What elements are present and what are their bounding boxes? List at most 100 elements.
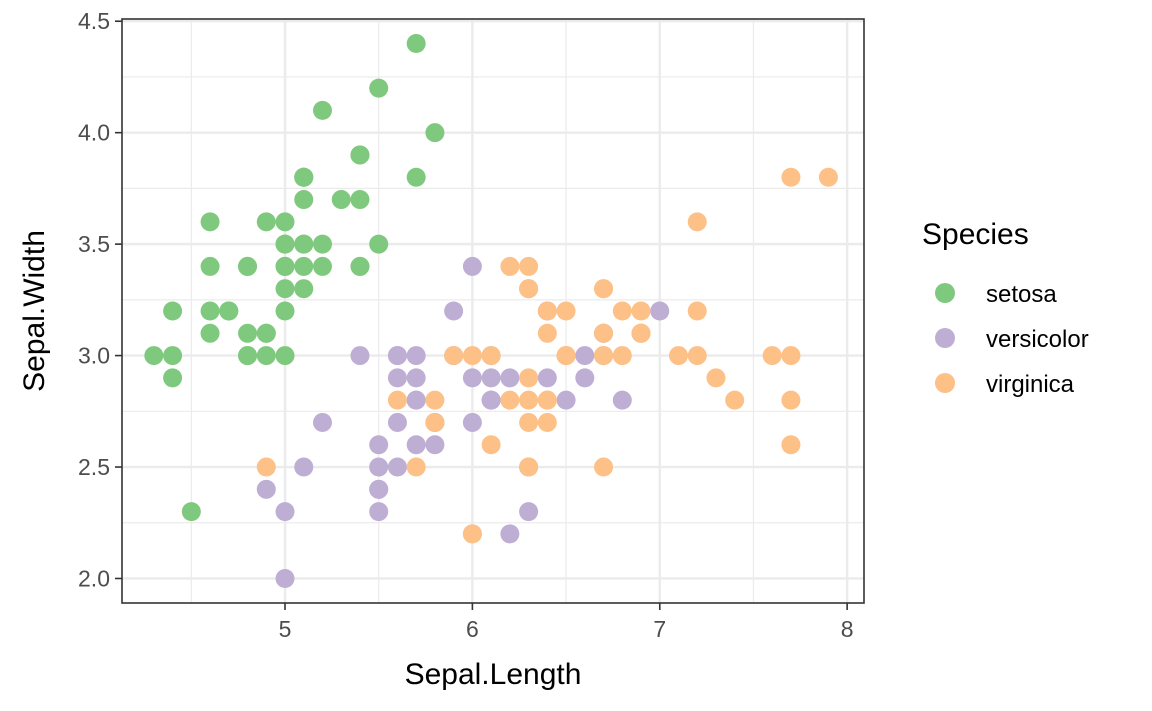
point-virginica — [406, 457, 426, 477]
point-versicolor — [519, 502, 539, 522]
point-versicolor — [650, 301, 670, 321]
point-virginica — [462, 524, 482, 544]
point-virginica — [481, 435, 501, 455]
point-setosa — [406, 167, 426, 187]
point-setosa — [294, 167, 314, 187]
y-axis: 2.0 2.5 3.0 3.5 4.0 4.5 — [78, 8, 122, 591]
point-versicolor — [612, 390, 632, 410]
point-versicolor — [575, 368, 595, 388]
point-setosa — [200, 212, 220, 232]
point-setosa — [275, 256, 295, 276]
point-virginica — [781, 167, 801, 187]
y-axis-title: Sepal.Width — [18, 230, 51, 392]
point-virginica — [387, 390, 407, 410]
legend-label-versicolor: versicolor — [986, 326, 1089, 353]
point-setosa — [238, 256, 258, 276]
point-virginica — [818, 167, 838, 187]
point-virginica — [781, 346, 801, 366]
point-versicolor — [500, 368, 520, 388]
point-versicolor — [462, 256, 482, 276]
point-virginica — [687, 212, 707, 232]
point-versicolor — [406, 435, 426, 455]
point-virginica — [594, 346, 614, 366]
plot-panel — [122, 19, 864, 603]
point-versicolor — [369, 457, 389, 477]
point-setosa — [425, 123, 445, 143]
point-setosa — [238, 346, 258, 366]
point-versicolor — [369, 479, 389, 499]
point-virginica — [687, 346, 707, 366]
point-virginica — [594, 279, 614, 299]
point-setosa — [275, 234, 295, 254]
point-virginica — [444, 346, 464, 366]
point-versicolor — [500, 524, 520, 544]
point-virginica — [519, 368, 539, 388]
point-setosa — [406, 34, 426, 54]
point-setosa — [200, 301, 220, 321]
point-setosa — [350, 145, 370, 165]
point-virginica — [481, 346, 501, 366]
point-versicolor — [294, 457, 314, 477]
y-tick-label: 4.0 — [78, 120, 110, 146]
point-setosa — [275, 346, 295, 366]
point-setosa — [219, 301, 239, 321]
point-virginica — [519, 279, 539, 299]
point-versicolor — [425, 435, 445, 455]
point-versicolor — [406, 346, 426, 366]
point-setosa — [163, 346, 183, 366]
point-setosa — [238, 323, 258, 343]
point-setosa — [275, 279, 295, 299]
y-tick-label: 3.0 — [78, 343, 110, 369]
point-virginica — [594, 323, 614, 343]
point-versicolor — [444, 301, 464, 321]
point-virginica — [462, 346, 482, 366]
point-setosa — [256, 323, 276, 343]
point-versicolor — [537, 368, 557, 388]
x-axis-title: Sepal.Length — [405, 658, 582, 691]
point-virginica — [556, 301, 576, 321]
y-tick-label: 2.5 — [78, 454, 110, 480]
point-virginica — [537, 323, 557, 343]
point-virginica — [612, 301, 632, 321]
point-virginica — [594, 457, 614, 477]
point-setosa — [312, 100, 332, 120]
point-virginica — [762, 346, 782, 366]
minor-gridlines — [122, 19, 864, 603]
point-virginica — [687, 301, 707, 321]
point-versicolor — [369, 435, 389, 455]
point-versicolor — [387, 346, 407, 366]
point-setosa — [312, 234, 332, 254]
point-setosa — [256, 346, 276, 366]
plot-panel-border — [121, 18, 865, 604]
point-virginica — [537, 390, 557, 410]
point-virginica — [725, 390, 745, 410]
point-setosa — [200, 323, 220, 343]
point-setosa — [256, 212, 276, 232]
point-virginica — [669, 346, 688, 366]
point-virginica — [781, 390, 801, 410]
point-versicolor — [481, 368, 501, 388]
y-tick-label: 3.5 — [78, 231, 110, 257]
point-virginica — [519, 457, 539, 477]
legend-label-setosa: setosa — [986, 281, 1057, 308]
point-virginica — [425, 412, 445, 432]
point-virginica — [537, 412, 557, 432]
point-versicolor — [369, 502, 389, 522]
point-virginica — [706, 368, 726, 388]
point-versicolor — [275, 568, 295, 588]
point-setosa — [369, 234, 389, 254]
point-versicolor — [481, 390, 501, 410]
point-setosa — [331, 190, 351, 210]
point-versicolor — [387, 368, 407, 388]
point-virginica — [425, 390, 445, 410]
point-setosa — [181, 502, 201, 522]
legend: Species setosa versicolor virginica — [922, 218, 1089, 398]
point-virginica — [500, 256, 520, 276]
point-versicolor — [312, 412, 332, 432]
x-tick-label: 8 — [841, 616, 854, 642]
point-versicolor — [556, 390, 576, 410]
data-points — [144, 34, 838, 588]
point-setosa — [163, 301, 183, 321]
point-virginica — [631, 301, 651, 321]
